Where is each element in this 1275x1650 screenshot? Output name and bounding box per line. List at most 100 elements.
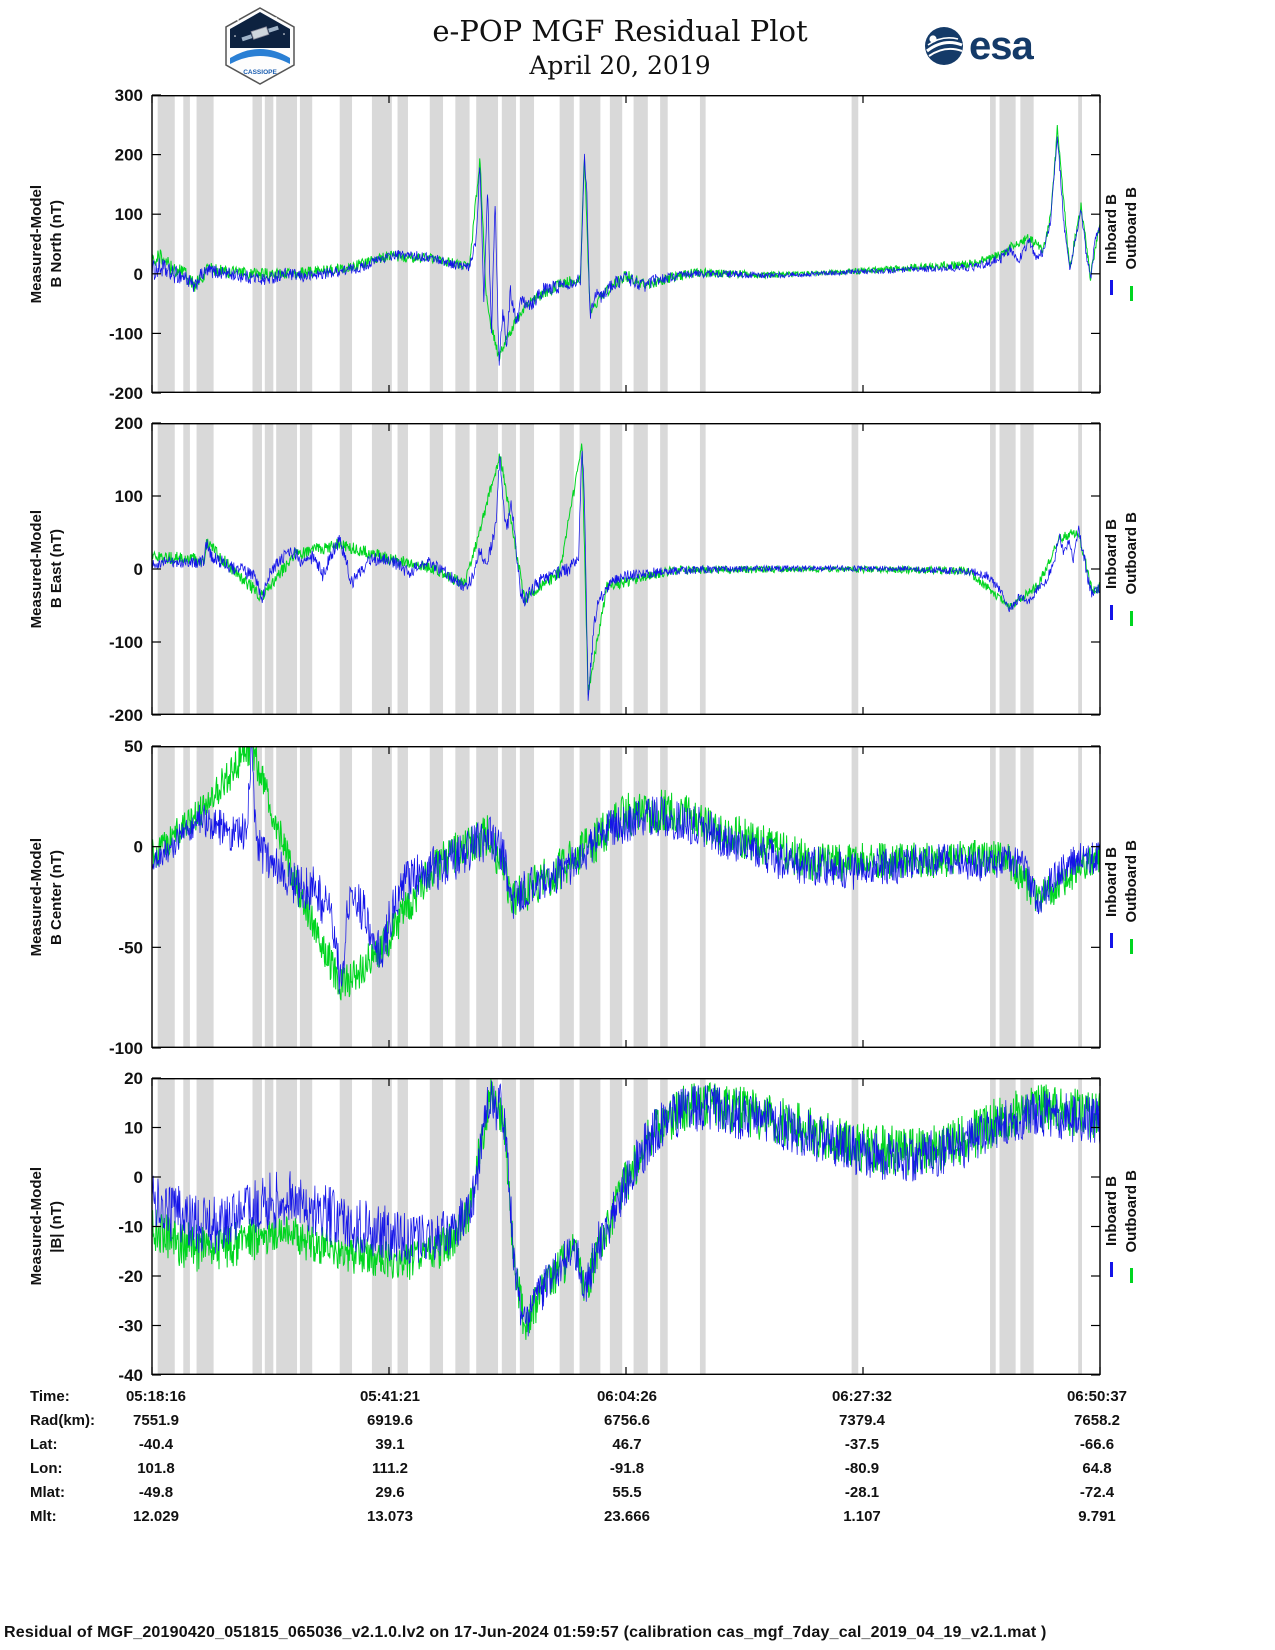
table-row-label: Lat:: [30, 1436, 58, 1453]
plot-b-magnitude: 20 10 0 -10 -20 -30 -40: [118, 1069, 1101, 1385]
y-tick-label: -100: [109, 633, 143, 652]
table-cell: 29.6: [375, 1484, 405, 1501]
legend-column-outboard: Outboard B: [1123, 746, 1140, 1048]
plot-b-center: 50 0 -50 -100: [109, 737, 1101, 1058]
table-cell: -40.4: [138, 1436, 174, 1453]
legend-label-outboard: Outboard B: [1123, 187, 1140, 270]
y-tick-label: -50: [118, 938, 143, 957]
table-cell: 12.029: [133, 1508, 179, 1525]
y-tick-label: 0: [134, 838, 143, 857]
panel-b-east: Measured-Model B East (nT) 200 100 0 -100 -2…: [0, 414, 1275, 725]
table-cell: 9.791: [1078, 1508, 1116, 1525]
legend-column-outboard: Outboard B: [1123, 95, 1140, 393]
cassiope-mission-patch-logo: CASSIOPE: [225, 7, 295, 85]
legend-column-inboard: Inboard B: [1103, 746, 1120, 1048]
y-tick-label: -30: [118, 1317, 143, 1336]
y-tick-label: 10: [124, 1119, 143, 1138]
table-cell: 06:50:37: [1066, 1388, 1128, 1405]
table-cell: 6756.6: [604, 1412, 650, 1429]
legend-label-inboard: Inboard B: [1103, 193, 1120, 264]
mission-patch-text: CASSIOPE: [243, 69, 277, 76]
table-cell: -80.9: [844, 1460, 880, 1477]
table-row: Mlat: -49.8 29.6 55.5 -28.1 -72.4: [0, 1484, 1275, 1508]
y-tick-label: -100: [109, 1039, 143, 1058]
y-tick-label: -200: [109, 706, 143, 725]
table-row: Rad(km): 7551.9 6919.6 6756.6 7379.4 7658.2: [0, 1412, 1275, 1436]
page-subtitle: April 20, 2019: [529, 51, 711, 80]
table-cell: -91.8: [609, 1460, 645, 1477]
y-tick-label: 200: [115, 414, 143, 433]
table-cell: 1.107: [843, 1508, 881, 1525]
legend-label-outboard: Outboard B: [1123, 1169, 1140, 1253]
table-cell: 05:18:16: [125, 1388, 187, 1405]
legend: Inboard B Outboard B: [1103, 1078, 1140, 1375]
table-cell: 7551.9: [133, 1412, 179, 1429]
y-tick-label: -10: [118, 1218, 143, 1237]
table-cell: 111.2: [372, 1460, 408, 1477]
legend-label-outboard: Outboard B: [1123, 512, 1140, 595]
legend-line-outboard: [1130, 938, 1133, 954]
legend-line-inboard: [1110, 279, 1113, 295]
esa-logo: esa: [922, 24, 1034, 68]
plot-b-east: 200 100 0 -100 -200: [109, 414, 1101, 725]
table-cell: 7658.2: [1074, 1412, 1120, 1429]
table-row: Time: 05:18:16 05:41:21 06:04:26 06:27:32 06:…: [0, 1388, 1275, 1412]
plot-b-north: 300 200 100 0 -100 -200: [109, 86, 1101, 403]
legend-label-inboard: Inboard B: [1103, 846, 1120, 917]
table-cell: -72.4: [1079, 1484, 1115, 1501]
legend-line-inboard: [1110, 604, 1113, 620]
earth-limb-icon: [230, 49, 290, 64]
legend: Inboard B Outboard B: [1103, 746, 1140, 1048]
table-cell: -66.6: [1079, 1436, 1115, 1453]
table-cell: 13.073: [367, 1508, 413, 1525]
legend-line-outboard: [1130, 285, 1133, 301]
legend-line-inboard: [1110, 932, 1113, 948]
table-cell: 6919.6: [367, 1412, 413, 1429]
table-cell: 55.5: [612, 1484, 642, 1501]
legend-column-inboard: Inboard B: [1103, 1078, 1120, 1375]
esa-wordmark: esa: [969, 24, 1034, 68]
footer-text: Residual of MGF_20190420_051815_065036_v…: [4, 1624, 1047, 1641]
y-tick-label: 50: [124, 737, 143, 756]
table-cell: 39.1: [375, 1436, 405, 1453]
panel-b-magnitude: Measured-Model |B| (nT) 20 10 0 -10 -20 -30 -4…: [0, 1069, 1275, 1385]
table-cell: -28.1: [844, 1484, 880, 1501]
table-cell: -37.5: [844, 1436, 880, 1453]
table-cell: 46.7: [612, 1436, 642, 1453]
y-tick-label: 0: [134, 1168, 143, 1187]
table-cell: 101.8: [137, 1460, 175, 1477]
table-row: Lat: -40.4 39.1 46.7 -37.5 -66.6: [0, 1436, 1275, 1460]
y-tick-label: 0: [134, 560, 143, 579]
y-tick-label: 300: [115, 86, 143, 105]
table-row-label: Mlat:: [30, 1484, 65, 1501]
table-row-label: Time:: [30, 1388, 70, 1405]
panel-b-north: Measured-Model B North (nT) 300 200 100 0 -1…: [0, 86, 1275, 403]
page-title: e-POP MGF Residual Plot: [432, 14, 808, 48]
y-tick-label: 100: [115, 205, 143, 224]
table-row: Mlt: 12.029 13.073 23.666 1.107 9.791: [0, 1508, 1275, 1532]
table-cell: 23.666: [604, 1508, 650, 1525]
table-cell: 06:04:26: [596, 1388, 658, 1405]
header: CASSIOPE e-POP MGF Residual Plot April 2…: [0, 0, 1275, 95]
legend-line-inboard: [1110, 1262, 1113, 1277]
y-tick-label: -200: [109, 384, 143, 403]
y-tick-label: 200: [115, 146, 143, 165]
legend-line-outboard: [1130, 610, 1133, 626]
table-cell: 05:41:21: [359, 1388, 421, 1405]
panel-b-center: Measured-Model B Center (nT) 50 0 -50 -100 …: [0, 737, 1275, 1058]
table-cell: 7379.4: [839, 1412, 885, 1429]
legend: Inboard B Outboard B: [1103, 95, 1140, 393]
table-row-label: Rad(km):: [30, 1412, 96, 1429]
legend-label-outboard: Outboard B: [1123, 840, 1140, 923]
satellite-icon: [241, 25, 279, 42]
legend-column-inboard: Inboard B: [1103, 95, 1120, 393]
legend-label-inboard: Inboard B: [1103, 518, 1120, 589]
legend-line-outboard: [1130, 1268, 1133, 1284]
table-cell: 06:27:32: [831, 1388, 893, 1405]
title-block: e-POP MGF Residual Plot April 20, 2019: [320, 14, 920, 80]
y-tick-label: 0: [134, 265, 143, 284]
y-tick-label: -100: [109, 324, 143, 343]
table-cell: 64.8: [1082, 1460, 1112, 1477]
legend-column-outboard: Outboard B: [1123, 1078, 1140, 1375]
